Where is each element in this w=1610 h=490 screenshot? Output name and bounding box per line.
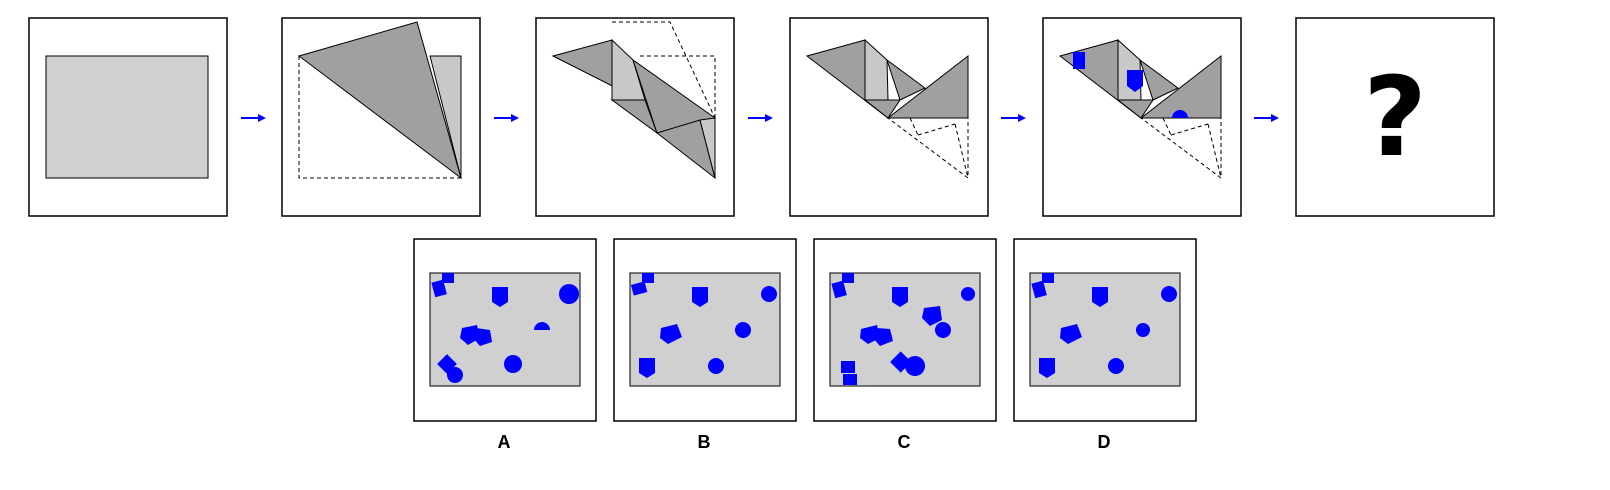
option-a[interactable]: A (413, 238, 597, 452)
hole-circle (935, 322, 951, 338)
hole-circle (504, 355, 522, 373)
option-b[interactable]: B (613, 238, 797, 452)
hole-pentagon (660, 324, 682, 344)
hole-shield (1127, 70, 1143, 92)
hole-square (442, 273, 454, 283)
hole-circle (447, 367, 463, 383)
hole-square (431, 279, 447, 298)
hole-square (630, 281, 648, 296)
fold-layer (863, 99, 901, 119)
hole-circle (761, 286, 777, 302)
fold-outline-dashed (612, 21, 716, 119)
right-arrow-icon (494, 114, 519, 122)
hole-shield (1039, 358, 1055, 378)
fold-layer (610, 99, 659, 135)
hole-shield (892, 287, 908, 307)
hole-square (1073, 52, 1085, 69)
option-c[interactable]: C (813, 238, 997, 452)
hole-square (642, 273, 654, 283)
step-panel-2 (281, 17, 481, 217)
hole-shield (1092, 287, 1108, 307)
step-panel-3 (535, 17, 735, 217)
option-label: B (698, 432, 711, 452)
hole-square (831, 280, 847, 299)
hole-pentagon (922, 306, 942, 326)
hole-pentagon (873, 328, 893, 346)
option-label: C (898, 432, 911, 452)
hole-circle (1108, 358, 1124, 374)
hole-square (842, 273, 854, 283)
hole-square (843, 374, 857, 385)
hole-shield (492, 287, 508, 307)
hole-circle (961, 287, 975, 301)
paper-remaining (429, 55, 462, 179)
fold-outline-dashed (1139, 117, 1222, 179)
fold-outline-dashed (886, 117, 969, 179)
step-panel-4 (789, 17, 989, 217)
hole-square (841, 361, 855, 373)
paper-rectangle (45, 55, 209, 179)
fold-layer (886, 54, 969, 119)
right-arrow-icon (1254, 114, 1279, 122)
hole-semicircle (534, 322, 550, 330)
fold-layer (699, 117, 716, 179)
fold-outline-dashed (298, 56, 461, 179)
hole-semicircle (1172, 110, 1188, 118)
hole-circle (1161, 286, 1177, 302)
panel-frame (1295, 17, 1495, 217)
right-arrow-icon (1001, 114, 1026, 122)
hole-circle (905, 356, 925, 376)
question-mark: ? (1363, 53, 1427, 181)
option-label: A (498, 432, 511, 452)
hole-shield (639, 358, 655, 378)
hole-circle (708, 358, 724, 374)
fold-outline-dashed (640, 55, 716, 118)
option-d[interactable]: D (1013, 238, 1197, 452)
hole-square (1031, 280, 1047, 299)
hole-circle (735, 322, 751, 338)
folded-flap (297, 21, 462, 180)
right-arrow-icon (241, 114, 266, 122)
right-arrow-icon (748, 114, 773, 122)
step-panel-1 (28, 17, 228, 217)
step-panel-5 (1042, 17, 1242, 217)
option-label: D (1098, 432, 1111, 452)
fold-layer (886, 58, 926, 101)
step-panel-6: ? (1295, 17, 1495, 217)
hole-square (1042, 273, 1054, 283)
hole-pentagon (1060, 324, 1082, 344)
fold-layer (1116, 99, 1154, 119)
hole-circle (559, 284, 579, 304)
fold-layer (1139, 58, 1179, 101)
hole-pentagon (473, 328, 492, 346)
hole-circle (1136, 323, 1150, 337)
hole-shield (692, 287, 708, 307)
